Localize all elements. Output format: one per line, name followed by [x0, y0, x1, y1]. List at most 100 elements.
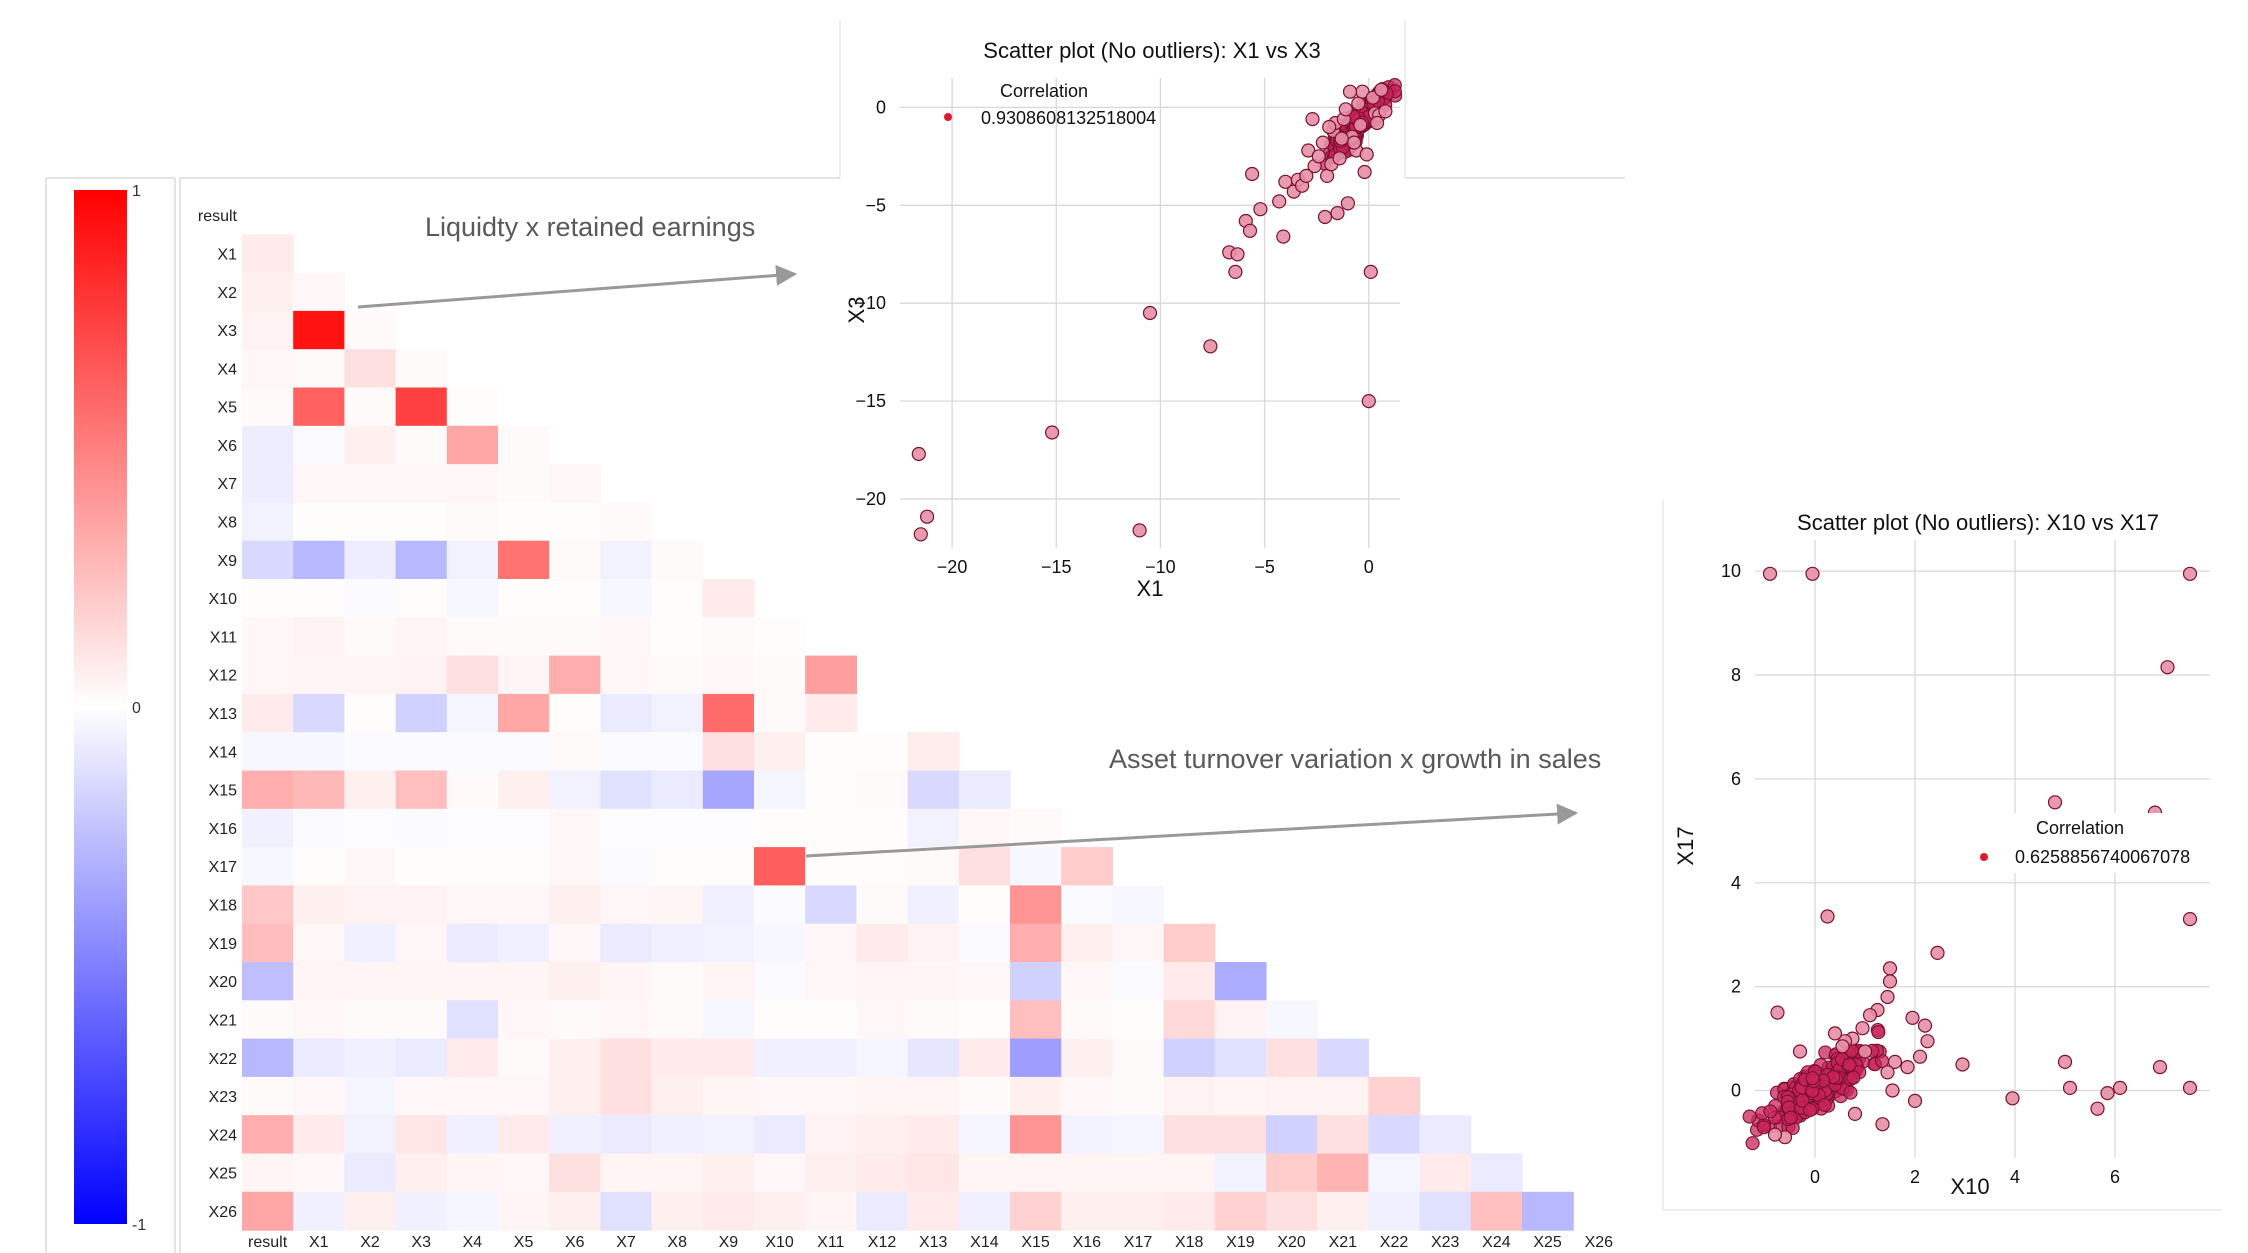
legend-title: Correlation — [1000, 81, 1088, 101]
points — [911, 78, 1403, 542]
heatmap-cell-X21-X12 — [856, 1000, 909, 1040]
heatmap-cell-X26-X10 — [754, 1191, 806, 1231]
heatmap-cell-X24-X21 — [1317, 1115, 1369, 1155]
heatmap-cell-X26-X4 — [446, 1191, 499, 1231]
heatmap-cell-X26-X15 — [1010, 1191, 1062, 1231]
heatmap-cell-X14-X11 — [805, 732, 857, 772]
heatmap-cell-X12-X3 — [395, 655, 448, 695]
heatmap-cell-X16-X8 — [651, 808, 704, 848]
heatmap-cell-X13-X5 — [498, 693, 550, 733]
heatmap-cell-X17-X14 — [958, 847, 1011, 886]
heatmap-cell-X26-X6 — [549, 1191, 601, 1231]
annotation-arrow — [805, 803, 1579, 858]
heatmap-cell-X26-X5 — [498, 1191, 550, 1231]
heatmap-cell-X23-X9 — [702, 1076, 755, 1116]
y-tick-label: −20 — [855, 489, 886, 509]
heatmap-cell-X15-X2 — [344, 770, 397, 810]
scatter-point — [1315, 135, 1331, 150]
scatter-point-cluster — [1763, 1104, 1778, 1119]
heatmap-cell-X25-X22 — [1368, 1153, 1421, 1193]
heatmap-cell-X23-X16 — [1061, 1076, 1113, 1116]
heatmap-cell-X26-X24 — [1470, 1191, 1523, 1231]
heatmap-cell-X21-X20 — [1266, 1000, 1318, 1040]
row-tick-label: X13 — [209, 706, 238, 723]
row-tick-label: X15 — [209, 783, 238, 800]
x-tick-label: 0 — [1810, 1167, 1820, 1187]
annotation-arrow — [357, 264, 798, 309]
heatmap-cell-X22-X14 — [958, 1038, 1011, 1078]
heatmap-cell-X24-X15 — [1010, 1115, 1062, 1155]
heatmap-cell-X20-X4 — [446, 962, 499, 1001]
scatter-point-cluster — [1805, 1071, 1820, 1086]
heatmap-cell-X21-X6 — [549, 1000, 601, 1040]
heatmap-cell-X24-X16 — [1061, 1115, 1113, 1155]
heatmap-cell-X14-X13 — [907, 732, 960, 772]
heatmap-cell-X14-X3 — [395, 732, 448, 772]
heatmap-cell-X25-X7 — [600, 1153, 653, 1193]
heatmap-cell-X25-X21 — [1317, 1153, 1369, 1193]
heatmap-cell-X23-X7 — [600, 1076, 653, 1116]
heatmap-cell-X22-X1 — [293, 1038, 345, 1078]
heatmap-cell-X5-X2 — [344, 387, 397, 427]
x-tick-label: −15 — [1041, 557, 1072, 577]
scatter-point — [1885, 1083, 1900, 1098]
heatmap-cell-X23-X20 — [1266, 1076, 1318, 1116]
scatter-point — [1359, 147, 1374, 162]
heatmap-cell-X17-X3 — [395, 847, 448, 886]
heatmap-cell-X25-X5 — [498, 1153, 550, 1193]
column-tick-label: result — [248, 1234, 288, 1251]
heatmap-cell-X19-X11 — [805, 923, 857, 963]
heatmap-cell-X22-X8 — [651, 1038, 704, 1078]
heatmap-cell-X25-X9 — [702, 1153, 755, 1193]
heatmap-cell-X12-X1 — [293, 655, 345, 695]
legend-marker — [1980, 853, 1988, 861]
heatmap-cell-X24-X4 — [446, 1115, 499, 1155]
scatter-point — [2182, 566, 2198, 581]
x-axis-label: X10 — [1950, 1174, 1989, 1199]
heatmap-cell-X7-X6 — [549, 464, 601, 503]
heatmap-cell-X23-X14 — [958, 1076, 1011, 1116]
heatmap-cell-X19-X12 — [856, 923, 909, 963]
scatter-point — [2062, 1080, 2078, 1096]
colorbar: 1 0 -1 — [74, 183, 146, 1234]
heatmap-cell-X16-result — [242, 808, 294, 848]
heatmap-cell-X26-X14 — [958, 1191, 1011, 1231]
heatmap-cell-X21-X13 — [907, 1000, 960, 1040]
heatmap-cell-X15-X3 — [395, 770, 448, 810]
heatmap-cell-X16-X7 — [600, 808, 653, 848]
heatmap-cell-X20-X1 — [293, 962, 345, 1001]
heatmap-cell-X14-X6 — [549, 732, 601, 772]
heatmap-cell-X5-X4 — [446, 387, 499, 427]
y-tick-label: 4 — [1731, 873, 1741, 893]
heatmap-cell-X25-X14 — [958, 1153, 1011, 1193]
heatmap-cell-X13-X8 — [651, 693, 704, 733]
scatter-point-cluster — [1871, 1025, 1886, 1040]
heatmap-cell-X18-X5 — [498, 885, 550, 925]
heatmap-cell-X26-X9 — [702, 1191, 755, 1231]
scatter-point — [1369, 115, 1385, 131]
heatmap-cell-X6-X5 — [498, 425, 550, 465]
heatmap-cell-X11-result — [242, 617, 294, 657]
scatter-point — [919, 509, 935, 524]
heatmap-cell-X21-X8 — [651, 1000, 704, 1040]
heatmap-cell-X15-X6 — [549, 770, 601, 810]
heatmap-cell-X22-X17 — [1112, 1038, 1165, 1078]
heatmap-cell-X25-X13 — [907, 1153, 960, 1193]
heatmap-cell-X26-X7 — [600, 1191, 653, 1231]
scatter-point — [1332, 151, 1347, 166]
heatmap-cell-X16-X11 — [805, 808, 857, 848]
scatter-point — [1835, 1039, 1850, 1054]
heatmap-cell-X25-X20 — [1266, 1153, 1318, 1193]
y-tick-label: −5 — [865, 195, 886, 215]
x-tick-label: 2 — [1910, 1167, 1920, 1187]
colorbar-tick-label: 1 — [132, 183, 141, 200]
heatmap-cell-X21-X9 — [702, 1000, 755, 1040]
heatmap-cell-X10-X1 — [293, 579, 345, 618]
heatmap-cell-X20-X15 — [1010, 962, 1062, 1001]
heatmap-cell-X5-X1 — [293, 387, 345, 427]
scatter-point — [1374, 82, 1389, 97]
heatmap-cell-X18-X13 — [907, 885, 960, 925]
scatter-title: Scatter plot (No outliers): X1 vs X3 — [983, 38, 1320, 63]
scatter-point — [1805, 566, 1820, 581]
heatmap-cell-X20-X11 — [805, 962, 857, 1001]
